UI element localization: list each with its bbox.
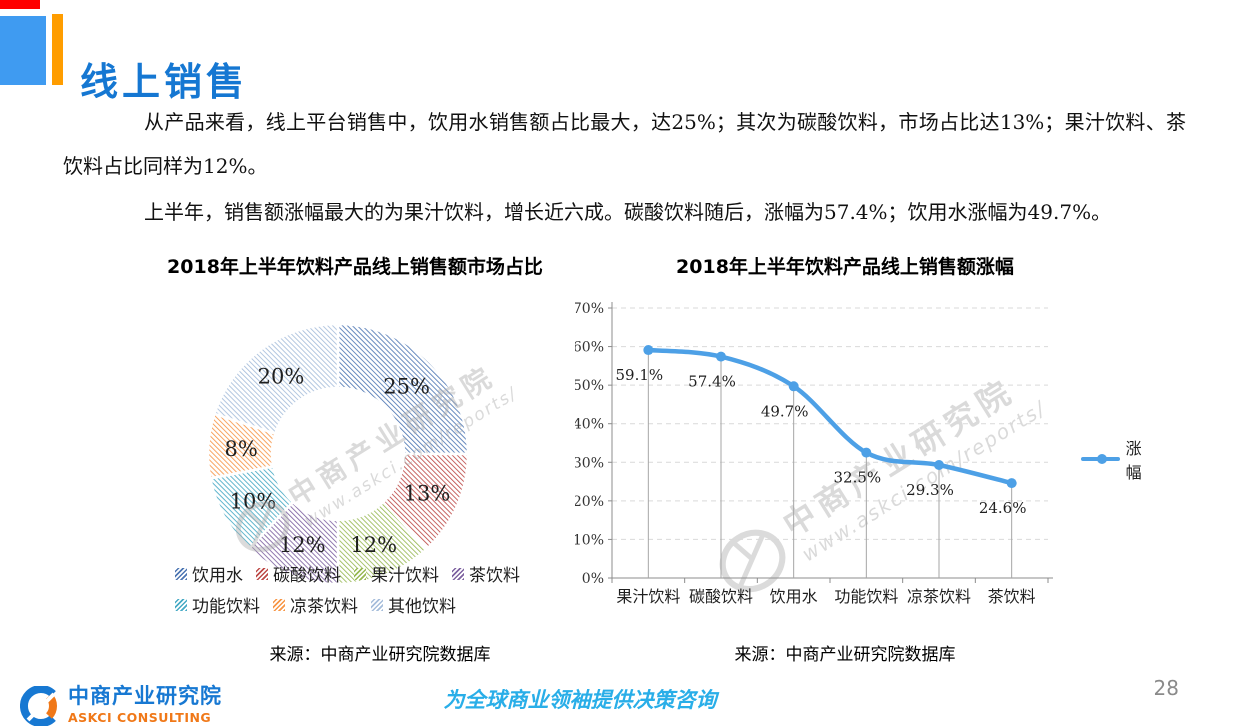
x-axis-category-label: 凉茶饮料 [907,587,971,606]
slice-value-label: 25% [383,374,430,398]
line-chart-legend: 涨幅 [1081,435,1155,483]
legend-label: 其他饮料 [388,597,456,617]
body-text: 从产品来看，线上平台销售中，饮用水销售额占比最大，达25%；其次为碳酸饮料，市场… [63,100,1186,236]
line-chart-title: 2018年上半年饮料产品线上销售额涨幅 [676,256,1014,278]
data-point-label: 29.3% [906,481,954,499]
donut-chart: 25%13%12%12%10%8%20% [206,322,470,586]
y-axis-tick-label: 50% [575,378,604,394]
paragraph-growth: 上半年，销售额涨幅最大的为果汁饮料，增长近六成。碳酸饮料随后，涨幅为57.4%；… [144,200,1112,224]
title-orange-bar [52,14,63,85]
donut-source: 来源：中商产业研究院数据库 [269,645,491,665]
legend-label: 果汁饮料 [371,566,439,586]
title-blue-square [0,16,46,85]
legend-item: 茶饮料 [452,561,520,586]
legend-swatch-icon [371,598,383,611]
x-axis-category-label: 碳酸饮料 [689,587,753,606]
data-point-marker [1006,478,1017,489]
slice-value-label: 12% [350,533,397,557]
page-title: 线上销售 [80,59,249,105]
data-point-marker [716,351,726,362]
legend-swatch-icon [175,567,187,580]
y-axis-tick-label: 0% [582,571,604,587]
data-point-label: 57.4% [688,373,736,391]
slice-value-label: 8% [225,437,258,461]
slice-value-label: 13% [404,482,451,506]
y-axis-tick-label: 10% [575,532,604,548]
footer-slogan: 为全球商业领袖提供决策咨询 [443,687,717,712]
page-number: 28 [1153,676,1179,700]
legend-swatch-icon [273,598,285,611]
legend-item: 其他饮料 [371,592,456,617]
company-logo-icon [20,685,57,726]
slice-value-label: 12% [279,533,326,557]
donut-chart-section: 2018年上半年饮料产品线上销售额市场占比 25% 13% 12% 12% 10% 8% 2… [120,252,590,665]
legend-item: 凉茶饮料 [273,592,358,617]
data-point-label: 32.5% [834,469,882,487]
legend-label: 碳酸饮料 [273,566,341,586]
y-axis-tick-label: 70% [575,301,604,317]
top-red-bar [0,0,40,9]
donut-chart-title: 2018年上半年饮料产品线上销售额市场占比 [167,256,543,278]
legend-swatch-icon [256,567,268,580]
line-chart-section: 2018年上半年饮料产品线上销售额涨幅 0% 10% 20% 30% 40% 50% 60%… [575,252,1155,665]
legend-item: 功能饮料 [175,592,260,617]
x-axis-category-label: 功能饮料 [834,587,898,606]
data-point-label: 49.7% [761,402,809,420]
legend-label: 功能饮料 [192,597,260,617]
data-point-marker [788,381,799,392]
donut-slice [212,322,340,436]
line-chart-source: 来源：中商产业研究院数据库 [734,645,956,665]
y-axis-tick-label: 30% [575,455,604,471]
slice-value-label: 20% [258,365,305,389]
legend-line-marker-icon [1081,454,1120,464]
company-logo: 中商产业研究院 ASKCI CONSULTING [20,685,222,726]
legend-item: 果汁饮料 [354,561,439,586]
x-axis-category-label: 茶饮料 [988,587,1036,606]
legend-item: 饮用水 [175,561,243,586]
data-point-marker [861,447,872,458]
y-axis-tick-label: 60% [575,340,604,356]
data-point-marker [643,345,654,356]
legend-label: 饮用水 [192,566,243,586]
x-axis-category-label: 果汁饮料 [616,587,680,606]
legend-swatch-icon [452,567,464,580]
legend-label: 凉茶饮料 [290,597,358,617]
growth-line [646,347,1014,486]
donut-legend: 饮用水 碳酸饮料 果汁饮料 茶饮料功能饮料 凉茶饮料 其他饮料 [175,561,547,617]
legend-swatch-icon [175,598,187,611]
data-point-marker [934,459,944,470]
x-axis-category-label: 饮用水 [770,587,818,606]
legend-series-label: 涨幅 [1125,439,1142,482]
legend-label: 茶饮料 [469,566,520,586]
logo-name-cn: 中商产业研究院 [68,684,222,708]
y-axis-tick-label: 40% [575,417,604,433]
line-chart: 0% 10% 20% 30% 40% 50% 60% 70% 果汁饮料 碳酸饮料 饮用水 功能饮料 凉茶… [575,301,1053,606]
legend-swatch-icon [354,567,366,580]
logo-name-en: ASKCI CONSULTING [68,710,212,725]
legend-item: 碳酸饮料 [256,561,341,586]
paragraph-market-share: 从产品来看，线上平台销售中，饮用水销售额占比最大，达25%；其次为碳酸饮料，市场… [63,110,1186,178]
data-point-label: 24.6% [979,499,1027,517]
data-point-label: 59.1% [616,366,664,384]
donut-slice [336,322,470,456]
y-axis-tick-label: 20% [575,494,604,510]
slice-value-label: 10% [230,490,277,514]
